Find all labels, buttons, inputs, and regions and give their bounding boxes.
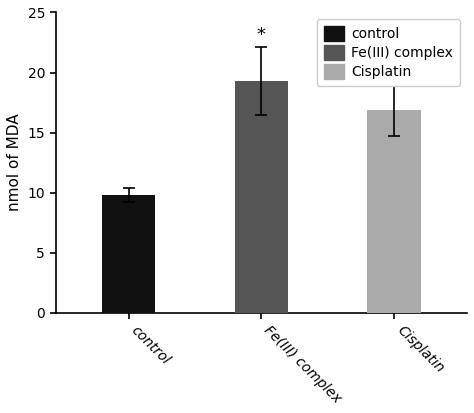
Text: *: *: [257, 26, 266, 44]
Text: *: *: [390, 62, 399, 80]
Y-axis label: nmol of MDA: nmol of MDA: [7, 114, 22, 211]
Legend: control, Fe(III) complex, Cisplatin: control, Fe(III) complex, Cisplatin: [317, 19, 460, 86]
Bar: [102, 195, 155, 313]
Bar: [367, 110, 420, 313]
Bar: [235, 81, 288, 313]
